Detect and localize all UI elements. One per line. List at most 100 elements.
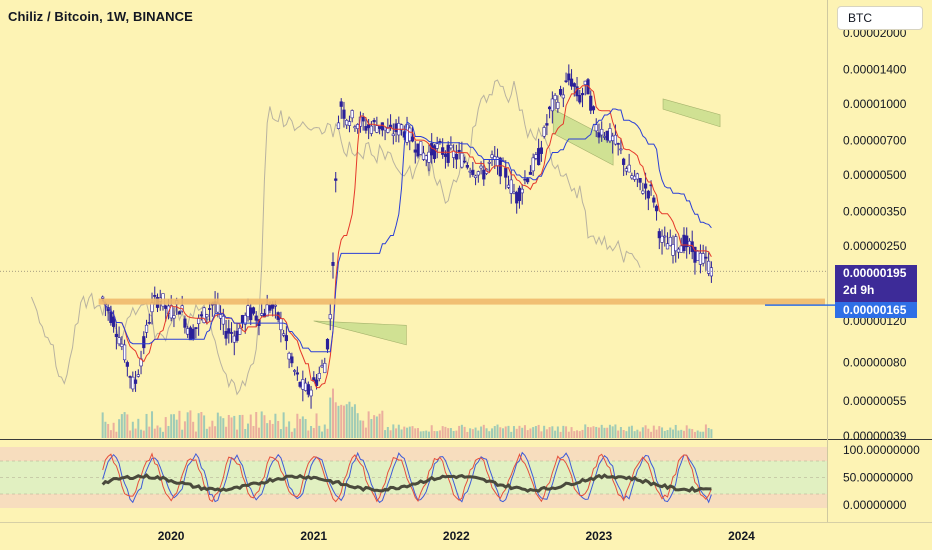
volume-bar <box>436 431 439 438</box>
volume-bar <box>699 431 702 438</box>
candle-body <box>704 256 708 259</box>
candle-body <box>572 83 576 87</box>
candle-body <box>446 144 450 163</box>
candle-body <box>109 311 113 324</box>
price-tick-label: 0.00000080 <box>843 355 907 369</box>
candle-body <box>350 110 354 119</box>
candle-body <box>391 133 395 136</box>
candle-body <box>523 178 527 181</box>
candle-body <box>309 389 313 397</box>
candle-body <box>657 231 661 239</box>
lagging-line <box>30 79 641 396</box>
candle-body <box>375 125 379 133</box>
volume-bar <box>318 425 321 438</box>
volume-bar <box>296 413 299 438</box>
volume-bar <box>323 424 326 438</box>
candle-body <box>646 190 650 199</box>
stoch-tick-label: 0.00000000 <box>843 498 907 512</box>
volume-bar <box>381 410 384 438</box>
volume-bar <box>290 431 293 438</box>
candle-body <box>633 175 637 180</box>
volume-bar <box>203 415 206 438</box>
candle-body <box>229 332 234 334</box>
time-tick-label: 2023 <box>586 529 613 543</box>
volume-bar <box>449 428 452 438</box>
candle-body <box>517 187 522 202</box>
candle-body <box>553 95 557 101</box>
candle-body <box>421 152 426 160</box>
candle-body <box>232 335 236 343</box>
volume-bar <box>225 426 228 438</box>
candle-body <box>616 143 620 145</box>
candle-body <box>665 243 670 250</box>
candle-body <box>243 315 247 325</box>
volume-bar <box>584 424 587 438</box>
volume-bar <box>109 430 112 438</box>
candle-body <box>235 330 239 341</box>
volume-bar <box>378 413 381 438</box>
volume-bar <box>644 425 647 438</box>
volume-bar <box>249 414 252 438</box>
volume-bar <box>408 426 411 438</box>
volume-bar <box>677 430 680 438</box>
volume-bar <box>452 430 455 438</box>
candle-body <box>548 106 552 110</box>
candle-body <box>698 252 703 265</box>
candle-body <box>622 158 626 165</box>
volume-bar <box>356 413 359 438</box>
volume-bar <box>441 426 444 438</box>
candle-body <box>520 188 524 194</box>
candle-body <box>482 169 486 180</box>
volume-bar <box>260 411 263 438</box>
volume-bar <box>186 412 189 438</box>
volume-bar <box>340 404 343 438</box>
volume-bar <box>266 423 269 438</box>
candle-body <box>408 127 412 142</box>
candle-body <box>314 379 319 386</box>
candle-body <box>454 153 458 160</box>
volume-bar <box>241 414 244 438</box>
candle-body <box>654 205 659 212</box>
volume-bar <box>502 428 505 438</box>
candle-body <box>476 171 480 176</box>
candle-body <box>435 143 439 149</box>
volume-bar <box>411 426 414 438</box>
candle-body <box>251 307 256 314</box>
volume-bar <box>123 412 126 438</box>
volume-bar <box>672 429 675 438</box>
candle-body <box>504 167 508 178</box>
volume-bar <box>238 414 241 438</box>
candle-body <box>287 352 291 360</box>
limit-price-tag: 0.00000165 <box>835 302 917 318</box>
candle-body <box>528 171 533 175</box>
volume-bar <box>142 430 145 438</box>
volume-bar <box>112 422 115 438</box>
volume-bar <box>597 427 600 438</box>
volume-bar <box>153 428 156 438</box>
volume-bars <box>101 388 713 438</box>
volume-bar <box>587 426 590 438</box>
candle-body <box>569 78 574 87</box>
volume-bar <box>359 420 362 438</box>
volume-bar <box>170 414 173 438</box>
candle-body <box>589 95 593 111</box>
candle-body <box>701 253 705 264</box>
kijun-line <box>102 108 712 353</box>
volume-bar <box>482 424 485 438</box>
candle-body <box>323 363 327 374</box>
currency-selector[interactable]: BTC <box>837 6 923 30</box>
volume-bar <box>682 430 685 438</box>
candle-body <box>224 330 228 339</box>
candle-body <box>273 304 278 307</box>
candle-body <box>676 248 681 253</box>
candle-body <box>660 235 664 243</box>
volume-bar <box>685 425 688 438</box>
volume-bar <box>337 405 340 438</box>
volume-bar <box>663 430 666 438</box>
volume-bar <box>628 426 631 438</box>
volume-bar <box>491 428 494 438</box>
current-price-label: 0.00000195 <box>843 266 907 280</box>
price-tick-label: 0.00000039 <box>843 429 907 443</box>
volume-bar <box>515 428 518 438</box>
